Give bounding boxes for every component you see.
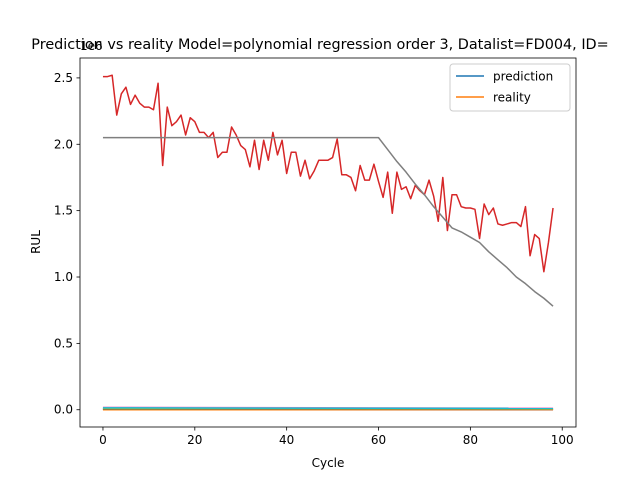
- y-tick-label: 0.0: [54, 403, 73, 417]
- x-axis-label: Cycle: [312, 456, 345, 470]
- x-tick-label: 0: [99, 433, 107, 447]
- y-tick-label: 1.0: [54, 270, 73, 284]
- legend: prediction reality: [449, 63, 571, 112]
- axes: 0 20 40 60 80 100 0.0 0.5 1.0 1.5 2.0 2.5: [54, 57, 577, 447]
- y-tick-label: 2.5: [54, 71, 73, 85]
- y-tick-label: 0.5: [54, 336, 73, 350]
- legend-entry-label: reality: [493, 91, 531, 105]
- legend-entry-label: prediction: [493, 70, 553, 84]
- series-line-0: [102, 74, 554, 273]
- axes-frame: [79, 57, 577, 428]
- x-tick-label: 20: [187, 433, 202, 447]
- y-offset-label: 1e6: [80, 39, 103, 53]
- x-tick-label: 40: [279, 433, 294, 447]
- series-line-1: [102, 136, 554, 307]
- x-tick-label: 60: [371, 433, 386, 447]
- series-line-9: [102, 407, 554, 410]
- y-tick-label: 2.0: [54, 137, 73, 151]
- x-tick-label: 80: [463, 433, 478, 447]
- plot-area: [102, 74, 554, 411]
- x-tick-label: 100: [551, 433, 574, 447]
- y-axis-label: RUL: [29, 230, 43, 254]
- chart-title: Prediction vs reality Model=polynomial r…: [31, 37, 608, 53]
- y-tick-label: 1.5: [54, 204, 73, 218]
